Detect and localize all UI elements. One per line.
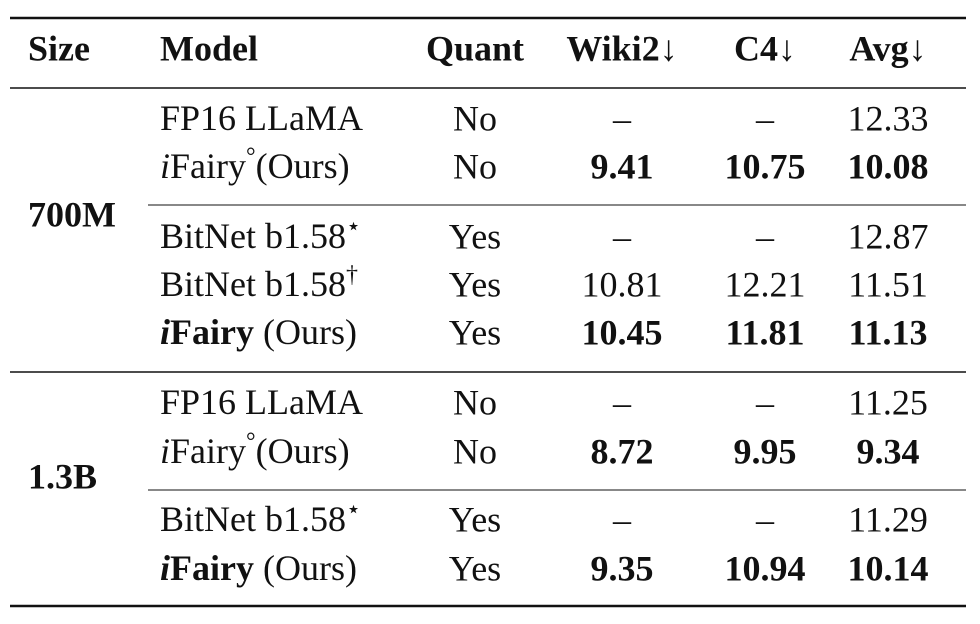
model-part: ⋆ (346, 214, 361, 240)
wiki2-cell: – (612, 98, 632, 138)
model-cell: FP16 LLaMA (160, 382, 363, 422)
model-cell: BitNet b1.58⋆ (160, 497, 361, 540)
avg-cell: 11.13 (848, 312, 927, 352)
model-part: BitNet b1.58 (160, 264, 346, 304)
model-part: Fairy (170, 548, 254, 588)
c4-cell: 10.75 (725, 146, 806, 186)
avg-cell: 11.51 (848, 264, 928, 304)
avg-cell: 10.08 (848, 146, 929, 186)
header-cell: Model (160, 28, 258, 68)
model-cell: iFairy°(Ours) (160, 144, 350, 187)
model-cell: iFairy°(Ours) (160, 429, 350, 472)
header-cell: Wiki2↓ (566, 28, 677, 68)
model-part: ° (246, 144, 256, 170)
wiki2-cell: 10.45 (582, 312, 663, 352)
c4-cell: – (755, 382, 775, 422)
model-part: † (346, 262, 358, 288)
quant-cell: Yes (449, 216, 501, 256)
model-part: BitNet b1.58 (160, 499, 346, 539)
avg-cell: 11.29 (848, 499, 928, 539)
model-part: FP16 LLaMA (160, 98, 363, 138)
wiki2-cell: – (612, 216, 632, 256)
size-cell: 700M (28, 194, 116, 234)
model-cell: iFairy (Ours) (160, 312, 357, 352)
model-part: (Ours) (256, 146, 350, 186)
c4-cell: 9.95 (734, 431, 797, 471)
quant-cell: No (453, 146, 497, 186)
c4-cell: – (755, 98, 775, 138)
model-part: BitNet b1.58 (160, 216, 346, 256)
c4-cell: – (755, 499, 775, 539)
model-cell: BitNet b1.58⋆ (160, 214, 361, 257)
quant-cell: Yes (449, 264, 501, 304)
model-cell: iFairy (Ours) (160, 548, 357, 588)
quant-cell: No (453, 431, 497, 471)
c4-cell: 11.81 (725, 312, 804, 352)
wiki2-cell: 10.81 (582, 264, 663, 304)
model-part: (Ours) (254, 312, 357, 352)
quant-cell: Yes (449, 312, 501, 352)
header-cell: Size (28, 28, 90, 68)
header-cell: Avg↓ (849, 28, 926, 68)
wiki2-cell: 9.41 (591, 146, 654, 186)
quant-cell: Yes (449, 499, 501, 539)
model-part: (Ours) (254, 548, 357, 588)
header-cell: C4↓ (734, 28, 796, 68)
avg-cell: 10.14 (848, 548, 929, 588)
avg-cell: 12.33 (848, 98, 929, 138)
wiki2-cell: 8.72 (591, 431, 654, 471)
model-part: FP16 LLaMA (160, 382, 363, 422)
c4-cell: 10.94 (725, 548, 806, 588)
c4-cell: – (755, 216, 775, 256)
avg-cell: 9.34 (857, 431, 920, 471)
wiki2-cell: 9.35 (591, 548, 654, 588)
model-part: i (160, 431, 170, 471)
model-part: Fairy (170, 312, 254, 352)
model-part: ° (246, 429, 256, 455)
model-part: (Ours) (256, 431, 350, 471)
model-part: i (160, 312, 170, 352)
model-cell: BitNet b1.58† (160, 262, 358, 305)
quant-cell: Yes (449, 548, 501, 588)
model-part: i (160, 146, 170, 186)
model-part: ⋆ (346, 497, 361, 523)
model-part: Fairy (170, 431, 246, 471)
avg-cell: 12.87 (848, 216, 929, 256)
header-cell: Quant (426, 28, 524, 68)
wiki2-cell: – (612, 382, 632, 422)
wiki2-cell: – (612, 499, 632, 539)
model-cell: FP16 LLaMA (160, 98, 363, 138)
c4-cell: 12.21 (725, 264, 806, 304)
quant-cell: No (453, 382, 497, 422)
model-part: Fairy (170, 146, 246, 186)
quant-cell: No (453, 98, 497, 138)
model-part: i (160, 548, 170, 588)
avg-cell: 11.25 (848, 382, 928, 422)
size-cell: 1.3B (28, 456, 97, 496)
